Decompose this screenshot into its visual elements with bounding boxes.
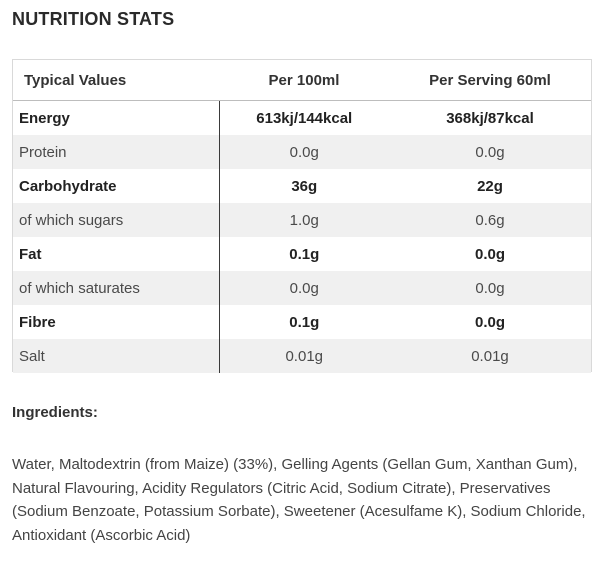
value-per-100ml: 36g [219,169,389,203]
value-per-serving: 0.0g [389,237,591,271]
row-label: Fibre [13,305,220,339]
value-per-100ml: 613kj/144kcal [219,100,389,135]
value-per-serving: 0.0g [389,271,591,305]
ingredients-heading: Ingredients: [12,404,98,421]
value-per-serving: 0.6g [389,203,591,237]
table-row: Carbohydrate 36g 22g [13,169,591,203]
row-label: Salt [13,339,220,373]
column-header-per-serving: Per Serving 60ml [389,60,591,101]
page-title: NUTRITION STATS [12,9,175,29]
table-row: of which saturates 0.0g 0.0g [13,271,591,305]
value-per-100ml: 1.0g [219,203,389,237]
value-per-100ml: 0.0g [219,271,389,305]
column-header-per-100ml: Per 100ml [219,60,389,101]
value-per-serving: 0.0g [389,305,591,339]
nutrition-table: Typical Values Per 100ml Per Serving 60m… [13,60,591,373]
table-row: Salt 0.01g 0.01g [13,339,591,373]
nutrition-table-container: Typical Values Per 100ml Per Serving 60m… [12,59,592,373]
table-row: Fibre 0.1g 0.0g [13,305,591,339]
table-row: of which sugars 1.0g 0.6g [13,203,591,237]
row-label: of which saturates [13,271,220,305]
value-per-serving: 0.01g [389,339,591,373]
value-per-serving: 0.0g [389,135,591,169]
row-label: Fat [13,237,220,271]
row-label: Carbohydrate [13,169,220,203]
value-per-100ml: 0.0g [219,135,389,169]
column-header-typical-values: Typical Values [13,60,219,101]
value-per-100ml: 0.1g [219,305,389,339]
row-label: Protein [13,135,220,169]
table-row: Energy 613kj/144kcal 368kj/87kcal [13,100,591,135]
table-row: Fat 0.1g 0.0g [13,237,591,271]
value-per-serving: 22g [389,169,591,203]
value-per-serving: 368kj/87kcal [389,100,591,135]
row-label: Energy [13,100,220,135]
table-header-row: Typical Values Per 100ml Per Serving 60m… [13,60,591,101]
row-label: of which sugars [13,203,220,237]
value-per-100ml: 0.01g [219,339,389,373]
value-per-100ml: 0.1g [219,237,389,271]
ingredients-list: Water, Maltodextrin (from Maize) (33%), … [12,456,586,544]
table-row: Protein 0.0g 0.0g [13,135,591,169]
